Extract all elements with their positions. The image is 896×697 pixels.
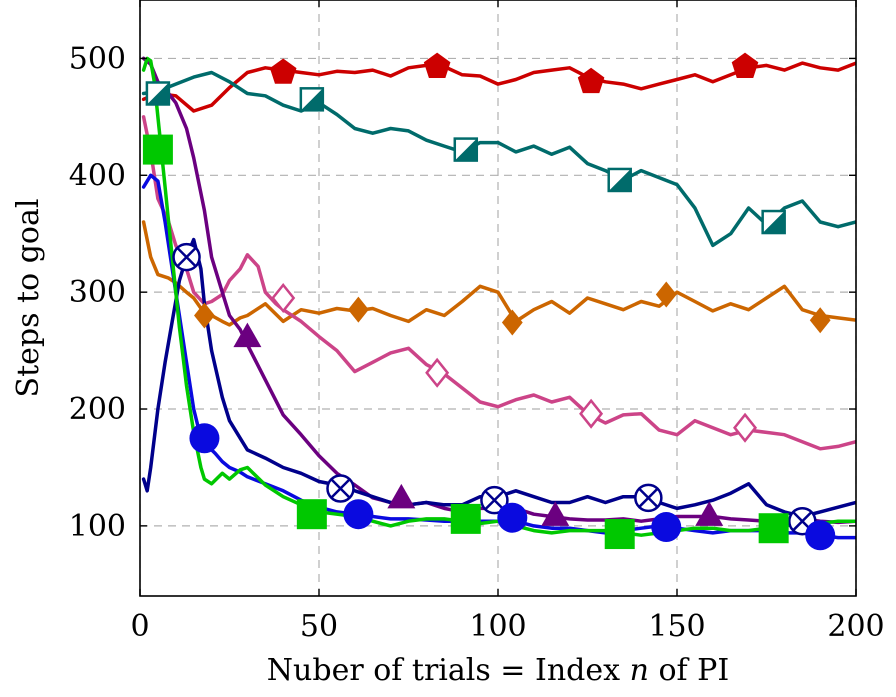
open-diamond-marker [579, 398, 604, 429]
triangle-marker [233, 322, 262, 348]
series-markers-2 [145, 81, 786, 235]
circle-marker [189, 423, 220, 454]
half-square-marker-fill [762, 211, 785, 234]
series-markers-5 [233, 322, 724, 526]
pentagon-marker [269, 58, 297, 84]
series-group [141, 56, 856, 540]
circle-marker [651, 512, 682, 543]
diamond-marker [347, 296, 369, 323]
y-tick-label: 300 [69, 275, 126, 310]
otimes-marker-cross [484, 490, 505, 511]
circle-marker [497, 502, 528, 533]
half-square-marker-fill [608, 168, 631, 191]
diamond-marker [501, 309, 523, 336]
x-tick-label: 100 [469, 609, 526, 644]
y-tick-label: 100 [69, 509, 126, 544]
x-axis-label-variable: n [630, 653, 649, 688]
series-markers-6 [172, 242, 817, 536]
pentagon-marker [577, 67, 605, 94]
otimes-marker-cross [638, 487, 659, 508]
otimes-marker-cross [176, 247, 197, 268]
series-line-3 [141, 220, 856, 327]
x-tick-label: 50 [300, 609, 338, 644]
square-marker [450, 503, 481, 534]
triangle-marker [541, 501, 570, 526]
series-markers-4 [271, 282, 758, 443]
y-tick-label: 400 [69, 158, 126, 193]
circle-marker [343, 499, 374, 530]
x-tick-label: 200 [827, 609, 884, 644]
square-marker [142, 134, 173, 165]
x-tick-label: 150 [648, 609, 705, 644]
y-axis-label: Steps to goal [11, 199, 46, 398]
marker-group [142, 52, 836, 551]
x-tick-label: 0 [130, 609, 149, 644]
triangle-marker [695, 501, 724, 526]
triangle-marker [387, 483, 416, 509]
pentagon-marker [731, 52, 759, 78]
half-square-marker-fill [454, 138, 477, 161]
square-marker [604, 519, 635, 550]
otimes-marker-cross [330, 478, 351, 499]
series-markers-1 [269, 52, 759, 94]
open-diamond-marker [271, 282, 296, 314]
y-tick-label: 500 [69, 41, 126, 76]
half-square-marker-fill [300, 88, 323, 111]
half-square-marker-fill [146, 82, 169, 105]
otimes-marker-cross [792, 511, 813, 532]
series-line-2 [141, 70, 856, 248]
open-diamond-marker [733, 412, 758, 443]
circle-marker [805, 520, 836, 551]
series-line-5 [141, 56, 856, 525]
x-axis-label: Nuber of trials = Index n of PI [267, 653, 729, 688]
series-markers-7 [189, 423, 836, 551]
series-markers-3 [194, 281, 831, 336]
tick-labels: 0 50 100 150 200 100 200 300 400 500 [69, 0, 885, 644]
pentagon-marker [423, 52, 451, 78]
series-line-4 [141, 115, 856, 451]
open-diamond-marker [425, 357, 450, 388]
square-marker [296, 499, 327, 530]
square-marker [758, 513, 789, 544]
series-line-6 [141, 237, 856, 519]
diamond-marker [194, 302, 215, 329]
series-markers-8 [142, 134, 789, 550]
diamond-marker [655, 281, 677, 308]
diamond-marker [809, 307, 831, 334]
y-tick-label: 200 [69, 392, 126, 427]
